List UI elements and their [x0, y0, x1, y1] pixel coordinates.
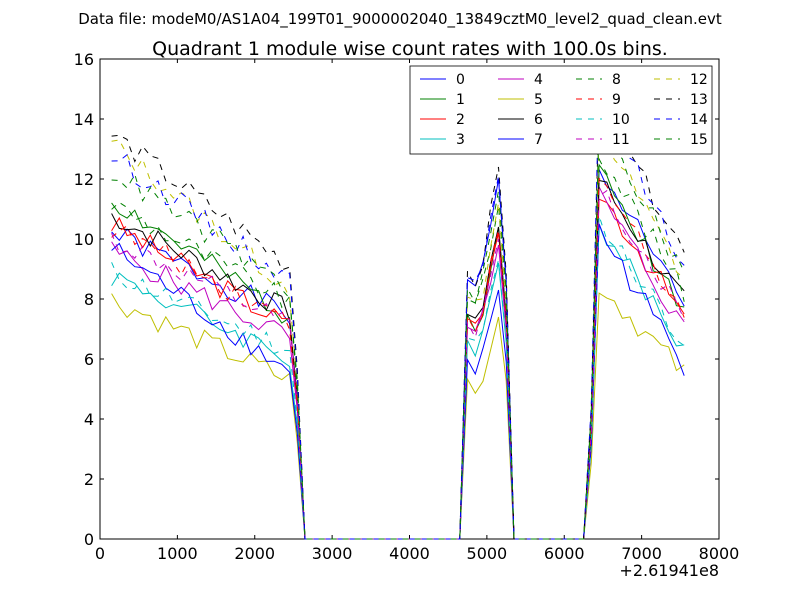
- series-line-15: [111, 120, 685, 540]
- chart-title: Quadrant 1 module wise count rates with …: [152, 38, 668, 60]
- legend-label-11: 11: [612, 132, 630, 148]
- legend-label-5: 5: [534, 92, 543, 108]
- legend-label-1: 1: [456, 92, 465, 108]
- x-tick-label: 0: [95, 544, 105, 563]
- y-tick-label: 14: [74, 110, 94, 129]
- y-tick-label: 2: [84, 470, 94, 489]
- legend-label-6: 6: [534, 112, 543, 128]
- x-tick-label: 8000: [699, 544, 740, 563]
- x-tick-label: 2000: [234, 544, 275, 563]
- x-tick-label: 3000: [312, 544, 353, 563]
- legend-label-4: 4: [534, 72, 543, 88]
- legend-label-7: 7: [534, 132, 543, 148]
- legend-label-0: 0: [456, 72, 465, 88]
- legend-label-12: 12: [690, 72, 708, 88]
- y-tick-label: 6: [84, 350, 94, 369]
- legend-label-2: 2: [456, 112, 465, 128]
- legend-label-14: 14: [690, 112, 708, 128]
- y-tick-label: 16: [74, 50, 94, 69]
- x-offset-label: +2.61941e8: [619, 561, 719, 580]
- x-tick-label: 5000: [467, 544, 508, 563]
- series-line-14: [111, 79, 685, 540]
- plot-area: 0 1000 2000 3000 4000 5000 6000 7000 80000246810…: [74, 50, 740, 563]
- legend-label-3: 3: [456, 132, 465, 148]
- y-tick-label: 4: [84, 410, 94, 429]
- y-tick-label: 12: [74, 170, 94, 189]
- chart-suptitle: Data file: modeM0/AS1A04_199T01_90000020…: [78, 10, 722, 29]
- legend-label-9: 9: [612, 92, 621, 108]
- y-tick-label: 8: [84, 290, 94, 309]
- x-tick-label: 7000: [621, 544, 662, 563]
- series-line-10: [111, 215, 685, 540]
- y-tick-label: 0: [84, 530, 94, 549]
- legend-label-8: 8: [612, 72, 621, 88]
- legend-label-10: 10: [612, 112, 630, 128]
- y-tick-label: 10: [74, 230, 94, 249]
- legend-label-15: 15: [690, 132, 708, 148]
- legend-box: [409, 65, 713, 155]
- x-tick-label: 4000: [389, 544, 430, 563]
- x-tick-label: 1000: [157, 544, 198, 563]
- legend-label-13: 13: [690, 92, 708, 108]
- x-tick-label: 6000: [544, 544, 585, 563]
